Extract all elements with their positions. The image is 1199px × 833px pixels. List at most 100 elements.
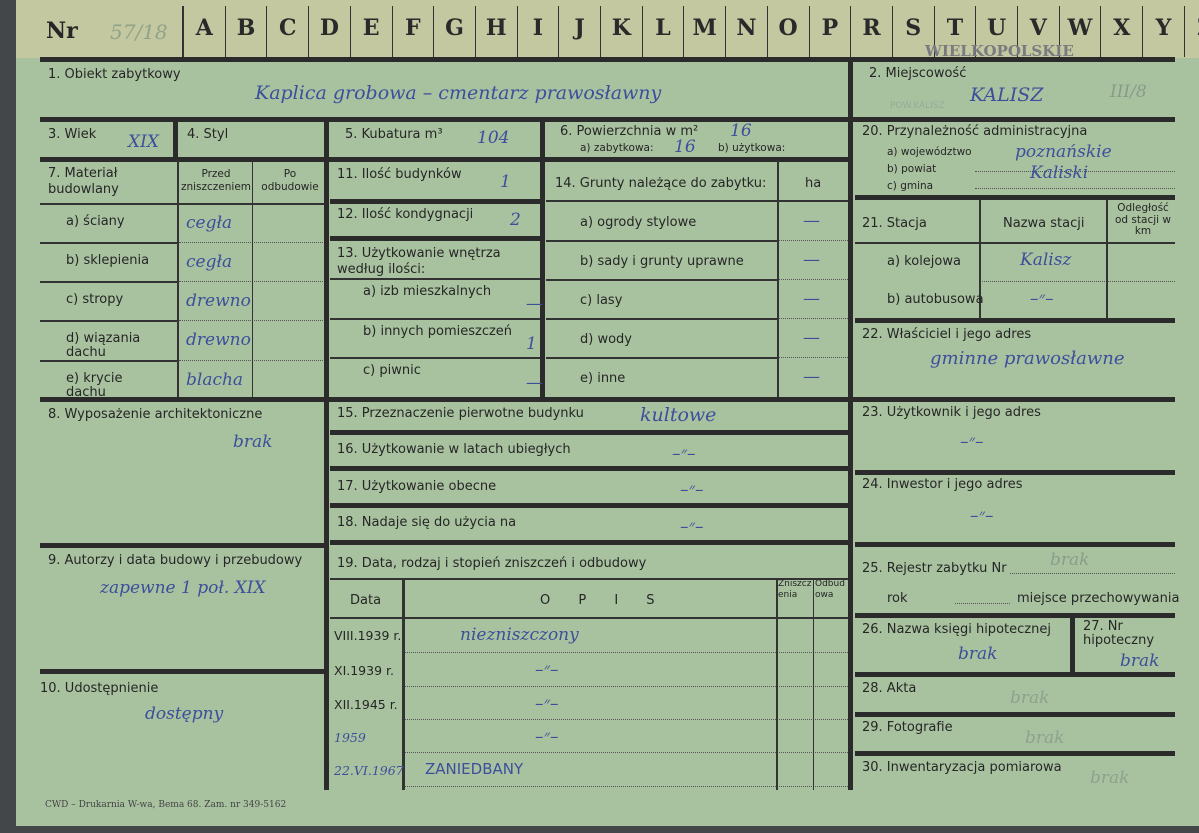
f11-value[interactable]: 1 [500,172,511,192]
f3-value[interactable]: XIX [128,132,159,152]
dotted-rule [779,240,848,241]
f7-row-label: d) wiązania dachu [66,331,141,361]
rule [855,318,1175,323]
f25-value[interactable]: brak [1050,550,1090,570]
f12-value[interactable]: 2 [510,210,521,230]
index-letter-f[interactable]: F [391,6,434,57]
f7-row-before-value[interactable]: blacha [186,370,244,390]
f29-value[interactable]: brak [1025,728,1065,748]
rule [330,199,542,204]
rule [40,242,177,244]
index-letter-k[interactable]: K [600,6,642,57]
stamp-wielkopolskie: WIELKOPOLSKIE [925,42,1074,60]
f13-row-value[interactable]: — [526,294,543,314]
f14-row-value[interactable]: — [803,250,820,270]
rule [855,613,1175,618]
index-letter-g[interactable]: G [433,6,475,57]
index-letter-r[interactable]: R [850,6,892,57]
f1-value[interactable]: Kaplica grobowa – cmentarz prawosławny [255,82,662,104]
index-letter-p[interactable]: P [808,6,851,57]
rule [40,397,1175,402]
f14-row-value[interactable]: — [803,289,820,309]
f19-label: 19. Data, rodzaj i stopień zniszczeń i o… [337,556,647,571]
f7-row-before-value[interactable]: drewno [186,291,251,311]
f6-value[interactable]: 16 [730,121,752,141]
f14-row-value[interactable]: — [803,328,820,348]
f28-value[interactable]: brak [1010,688,1050,708]
f19-row-desc[interactable]: niezniszczony [460,625,579,645]
f28-label: 28. Akta [862,681,917,696]
index-letter-w[interactable]: W [1058,6,1101,57]
f21-b-value[interactable]: –״– [1030,289,1054,309]
f19-row-date: 1959 [334,730,366,745]
f13-row-value[interactable]: — [526,373,543,393]
index-letter-y[interactable]: Y [1142,6,1184,57]
index-letter-a[interactable]: A [183,6,225,57]
f11-label: 11. Ilość budynków [337,167,462,182]
f19-row-desc[interactable]: ZANIEDBANY [425,760,524,778]
index-letter-o[interactable]: O [766,6,809,57]
index-letter-n[interactable]: N [725,6,767,57]
f22-value[interactable]: gminne prawosławne [930,348,1125,369]
index-letter-z[interactable]: Z [1183,6,1199,57]
index-letter-v[interactable]: V [1017,6,1059,57]
f10-value[interactable]: dostępny [145,704,224,724]
index-letter-l[interactable]: L [641,6,684,57]
index-letter-j[interactable]: J [558,6,600,57]
f8-value[interactable]: brak [233,432,273,452]
f6-a-value[interactable]: 16 [674,137,696,157]
f15-value[interactable]: kultowe [640,404,717,426]
f18-value[interactable]: –״– [680,517,704,537]
index-letter-c[interactable]: C [266,6,308,57]
index-letter-d[interactable]: D [308,6,350,57]
f14-row-value[interactable]: — [803,211,820,231]
index-letter-b[interactable]: B [224,6,267,57]
f7-row-label: e) krycie dachu [66,371,123,401]
f20-a-value[interactable]: poznańskie [1015,142,1112,162]
f24-value[interactable]: –״– [970,506,994,526]
f19-row-desc[interactable]: –״– [535,727,559,747]
f14-row-value[interactable]: — [803,367,820,387]
index-letter-i[interactable]: I [516,6,559,57]
f7-row-label: a) ściany [66,214,125,229]
index-letter-s[interactable]: S [891,6,934,57]
f2-margin-note: III/8 [1110,82,1147,102]
f21-a-value[interactable]: Kalisz [1020,250,1072,270]
f22-label: 22. Właściciel i jego adres [862,327,1032,342]
f6-b-label: b) użytkowa: [718,142,786,154]
f27-value[interactable]: brak [1120,651,1160,671]
f9-label: 9. Autorzy i data budowy i przebudowy [48,553,303,568]
f19-row-desc[interactable]: –״– [535,660,559,680]
f19-row-date: XI.1939 r. [334,663,394,678]
f30-label: 30. Inwentaryzacja pomiarowa [862,760,1062,775]
rule [330,466,850,471]
f7-row-before-value[interactable]: cegła [186,213,233,233]
rule [330,540,850,545]
rule [855,242,1175,244]
f9-value[interactable]: zapewne 1 poł. XIX [100,578,266,598]
index-letter-u[interactable]: U [975,6,1017,57]
f30-value[interactable]: brak [1090,768,1130,788]
f7-row-before-value[interactable]: drewno [186,330,251,350]
f7-row-before-value[interactable]: cegła [186,252,233,272]
rule [40,117,1175,122]
f13-row-value[interactable]: 1 [526,334,537,354]
rule [546,240,777,242]
f13-label: 13. Użytkowanie wnętrza według ilości: [337,246,501,278]
index-letter-t[interactable]: T [933,6,976,57]
f17-value[interactable]: –״– [680,480,704,500]
f3-label: 3. Wiek [48,127,97,142]
index-letter-m[interactable]: M [683,6,725,57]
f23-value[interactable]: –״– [960,432,984,452]
f2-value[interactable]: KALISZ [970,84,1044,106]
f26-value[interactable]: brak [958,644,998,664]
f20-label: 20. Przynależność administracyjna [862,124,1088,139]
f5-value[interactable]: 104 [477,128,510,148]
index-letter-x[interactable]: X [1100,6,1142,57]
index-letter-e[interactable]: E [349,6,392,57]
f19-row-desc[interactable]: –״– [535,694,559,714]
f20-b-value[interactable]: Kaliski [1030,163,1089,183]
f16-value[interactable]: –״– [672,444,696,464]
dotted-rule [403,686,850,687]
index-letter-h[interactable]: H [474,6,517,57]
